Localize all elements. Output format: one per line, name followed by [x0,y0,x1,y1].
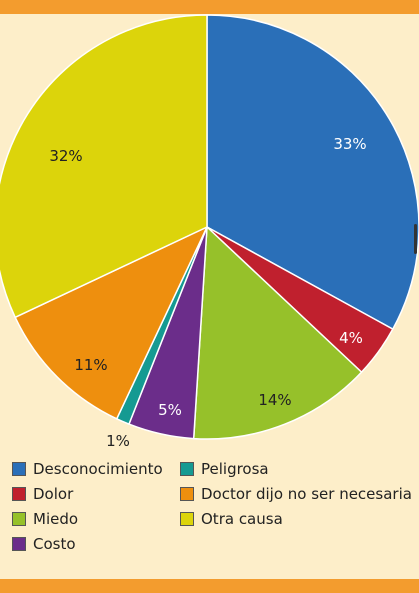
legend-swatch [180,462,194,476]
slice-label: 5% [158,401,182,419]
slice-label: 33% [333,135,366,153]
legend-label: Otra causa [201,510,283,528]
legend-swatch [180,487,194,501]
pie-slice-otra-causa [0,14,208,319]
legend-label: Doctor dijo no ser necesaria [201,485,412,503]
legend-swatch [12,537,26,551]
pie-slice-desconocimiento [206,14,419,330]
legend-swatch [12,512,26,526]
edge-marker [414,224,417,254]
legend-item: Otra causa [180,510,283,528]
legend-item: Doctor dijo no ser necesaria [180,485,412,503]
slice-label: 4% [339,329,363,347]
slice-label: 32% [49,147,82,165]
legend-item: Desconocimiento [12,460,163,478]
legend-label: Peligrosa [201,460,269,478]
legend-swatch [12,462,26,476]
legend-item: Dolor [12,485,73,503]
legend-item: Peligrosa [180,460,269,478]
legend-label: Costo [33,535,76,553]
slice-label: 11% [74,356,107,374]
legend-label: Miedo [33,510,79,528]
slice-label: 1% [106,432,130,450]
legend-item: Miedo [12,510,78,528]
legend-item: Costo [12,535,76,553]
legend-label: Desconocimiento [33,460,163,478]
bottom-accent-bar [0,579,419,593]
pie-slice-miedo [192,226,363,440]
legend-swatch [12,487,26,501]
legend-swatch [180,512,194,526]
slice-label: 14% [258,391,291,409]
legend-label: Dolor [33,485,74,503]
pie-slice-doctor-dijo-no-ser-necesaria [14,226,208,420]
top-accent-bar [0,0,419,14]
